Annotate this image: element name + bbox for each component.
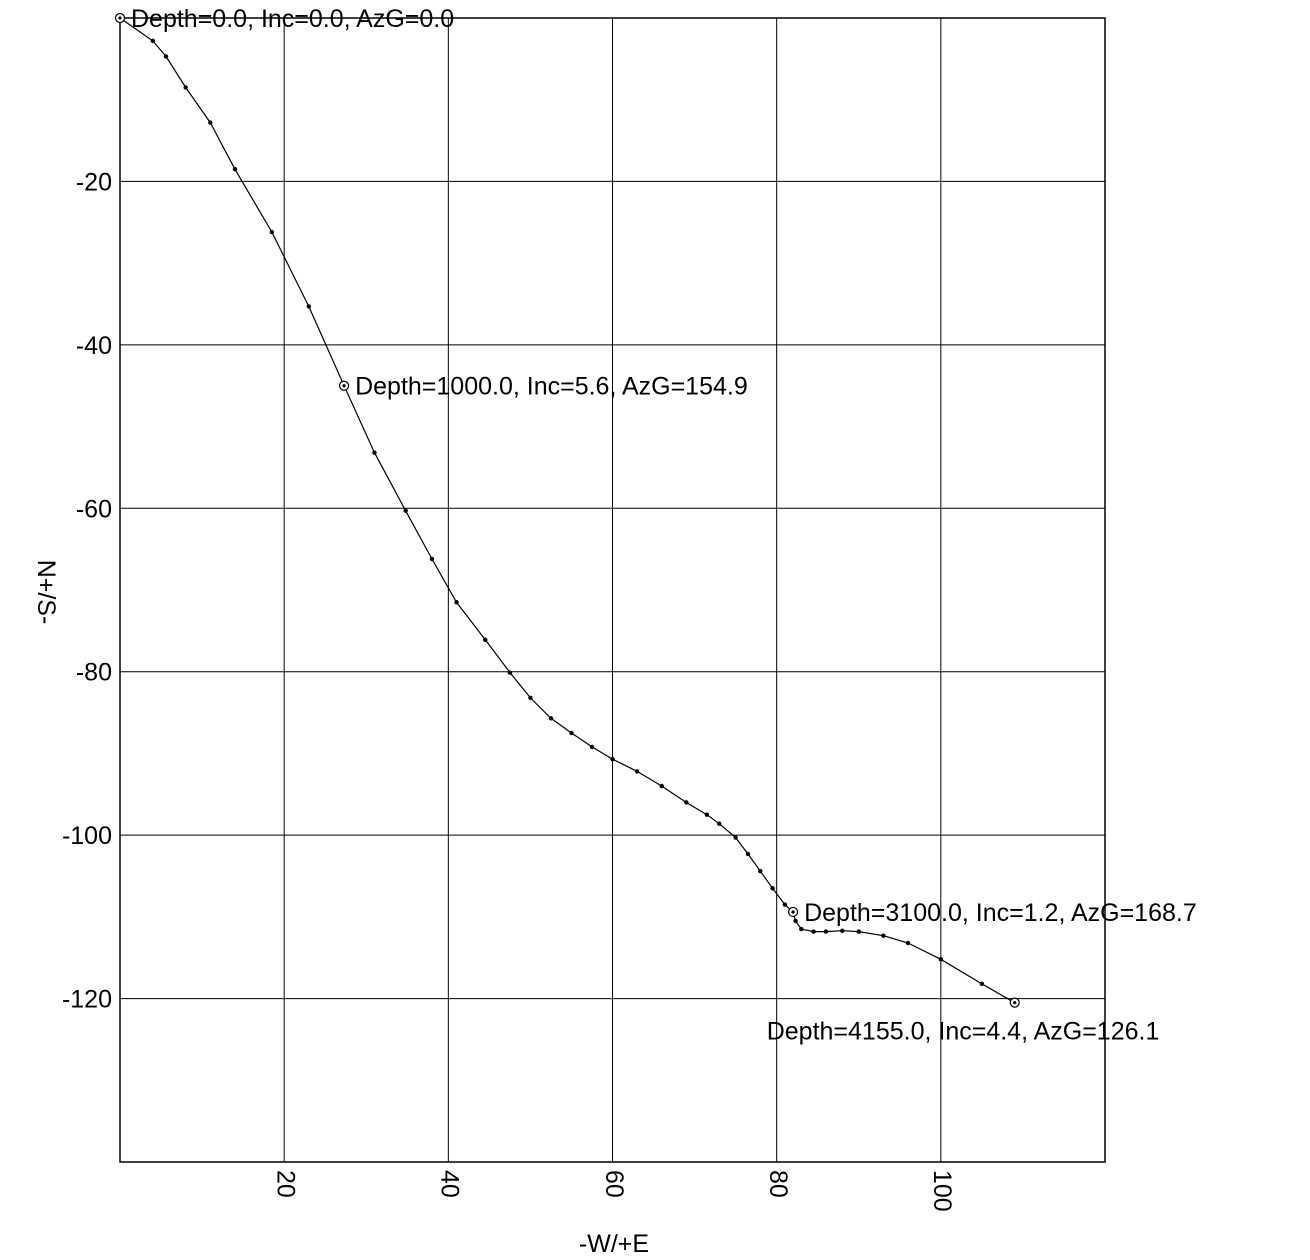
data-point [717, 821, 722, 826]
y-tick-label: -120 [62, 986, 112, 1014]
data-point [811, 929, 816, 934]
data-point [733, 835, 738, 840]
data-point [208, 120, 213, 125]
data-point [483, 637, 488, 643]
data-point [840, 928, 845, 933]
data-point [183, 85, 188, 90]
plot-frame [119, 17, 1106, 1163]
data-point [938, 957, 944, 962]
y-tick-labels: -20 -40 -60 -80 -100 -120 [62, 168, 112, 1013]
y-axis-title: N+/S- [32, 560, 60, 625]
data-point [306, 304, 311, 309]
annotation-marker-dot [791, 910, 795, 914]
data-point [856, 929, 861, 934]
annotation-label: Depth=1000.0, Inc=5.6, AzG=154.9 [355, 373, 748, 401]
data-point [704, 812, 710, 817]
data-point [163, 54, 169, 59]
annotation-label: Depth=0.0, Inc=0.0, AzG=0.0 [131, 5, 454, 33]
data-point [793, 918, 798, 924]
x-tick-labels: 20 40 60 80 100 [272, 1170, 957, 1212]
data-point [150, 38, 156, 44]
x-tick-label: 60 [600, 1170, 628, 1198]
data-point [528, 695, 533, 701]
data-point [610, 756, 615, 762]
data-point [684, 800, 689, 805]
annotations: Depth=0.0, Inc=0.0, AzG=0.0 Depth=1000.0,… [114, 5, 1197, 1046]
data-point [454, 600, 459, 605]
x-axis-title: -W/+E [579, 1230, 649, 1258]
y-tick-label: -100 [62, 822, 112, 850]
data-point [782, 902, 788, 907]
y-tick-label: -20 [76, 168, 112, 196]
y-tick-label: -80 [76, 659, 112, 687]
y-tick-label: -60 [76, 495, 112, 523]
data-point [589, 744, 595, 750]
data-point [634, 769, 640, 774]
data-point [979, 981, 985, 987]
data-point [823, 929, 829, 934]
data-point [372, 450, 377, 455]
data-point [548, 716, 554, 721]
data-point [403, 508, 408, 513]
annotation-marker-dot [118, 16, 122, 20]
data-point [429, 556, 435, 562]
data-point [770, 886, 775, 891]
data-point [507, 670, 513, 675]
data-point [758, 868, 763, 874]
x-tick-label: 80 [764, 1170, 792, 1198]
annotation-label: Depth=3100.0, Inc=1.2, AzG=168.7 [804, 899, 1197, 927]
series-line [119, 17, 1015, 1004]
annotation-marker-dot [1013, 1001, 1017, 1005]
data-point [569, 730, 574, 736]
data-point [269, 229, 275, 235]
x-tick-label: 100 [928, 1170, 956, 1212]
annotation-label: Depth=4155.0, Inc=4.4, AzG=126.1 [767, 1018, 1160, 1046]
grid [120, 18, 1105, 1162]
data-point [745, 851, 751, 857]
x-tick-label: 40 [436, 1170, 464, 1198]
annotation-marker-dot [342, 384, 346, 388]
y-tick-label: -40 [76, 332, 112, 360]
data-point [905, 940, 911, 946]
data-point [799, 926, 804, 932]
data-point [232, 166, 238, 172]
data-point [881, 933, 886, 938]
x-tick-label: 20 [272, 1170, 300, 1198]
data-point [659, 783, 664, 789]
